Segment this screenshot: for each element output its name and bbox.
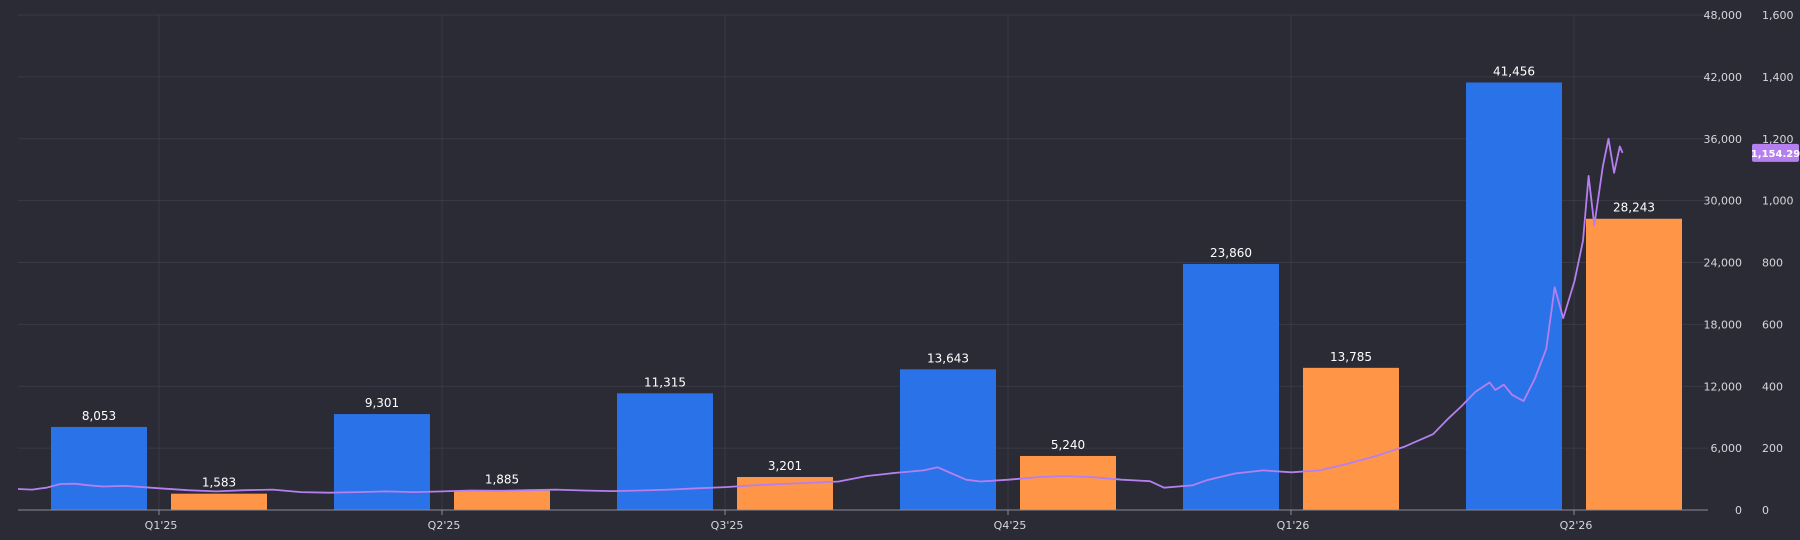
grid: [18, 14, 1708, 510]
bar-data-label: 13,643: [927, 351, 969, 365]
y-left-tick-label: 18,000: [1704, 318, 1743, 331]
bars: 8,053 9,301 11,315 13,643 23,860 41,456 1,583 1…: [51, 64, 1682, 511]
bar-data-label: 5,240: [1051, 438, 1085, 452]
y-left-tick-label: 42,000: [1704, 71, 1743, 84]
x-tick-label: Q3'25: [711, 519, 744, 532]
x-tick-label: Q4'25: [994, 519, 1027, 532]
bar-data-label: 8,053: [82, 409, 116, 423]
bar: [454, 490, 550, 510]
y-left-tick-label: 24,000: [1704, 257, 1743, 270]
y-left-tick-label: 12,000: [1704, 380, 1743, 393]
y-right-tick-label: 800: [1762, 257, 1783, 270]
bar: [51, 426, 147, 510]
bar-data-label: 41,456: [1493, 64, 1535, 78]
bar-data-label: 9,301: [365, 396, 399, 410]
last-value-badge: [1752, 143, 1799, 162]
bar: [171, 493, 267, 510]
x-tick-label: Q1'25: [145, 519, 178, 532]
y-right-tick-label: 1,000: [1762, 195, 1794, 208]
bar: [1586, 218, 1682, 510]
bar-data-label: 13,785: [1330, 350, 1372, 364]
bar-data-label: 28,243: [1613, 201, 1655, 215]
y-left-tick-label: 6,000: [1711, 442, 1743, 455]
bar: [1020, 455, 1116, 510]
bar: [1466, 82, 1562, 511]
y-left-tick-label: 48,000: [1704, 9, 1743, 22]
bar-data-label: 3,201: [768, 459, 802, 473]
x-tick-label: Q2'26: [1560, 519, 1593, 532]
line-layer: 1,154.29: [17, 137, 1800, 494]
y-right-tick-label: 1,600: [1762, 9, 1794, 22]
y-left-tick-label: 36,000: [1704, 133, 1743, 146]
y-right-tick-label: 200: [1762, 442, 1783, 455]
y-right-tick-label: 1,400: [1762, 71, 1794, 84]
bar: [617, 393, 713, 510]
x-tick-label: Q2'25: [428, 519, 461, 532]
bar-data-label: 1,885: [485, 473, 519, 487]
bar-data-label: 23,860: [1210, 246, 1252, 260]
y-right-tick-label: 600: [1762, 318, 1783, 331]
y-right-tick-label: 0: [1762, 504, 1769, 517]
y-axis: 0 0 6,000 200 12,000 400 18,000 600 24,000 800 30,…: [1704, 9, 1794, 517]
bar: [1303, 367, 1399, 510]
x-axis: Q1'25 Q2'25 Q3'25 Q4'25 Q1'26 Q2'26: [18, 509, 1708, 532]
bar: [334, 414, 430, 510]
bar-data-label: 11,315: [644, 375, 686, 389]
x-tick-label: Q1'26: [1277, 519, 1310, 532]
bar: [1183, 263, 1279, 510]
y-right-tick-label: 1,200: [1762, 133, 1794, 146]
last-value-label: 1,154.29: [1751, 149, 1800, 160]
line-series: [17, 137, 1624, 494]
bar-data-label: 1,583: [202, 476, 236, 490]
bar: [900, 369, 996, 510]
y-right-tick-label: 400: [1762, 380, 1783, 393]
y-left-tick-label: 0: [1735, 504, 1742, 517]
y-left-tick-label: 30,000: [1704, 195, 1743, 208]
